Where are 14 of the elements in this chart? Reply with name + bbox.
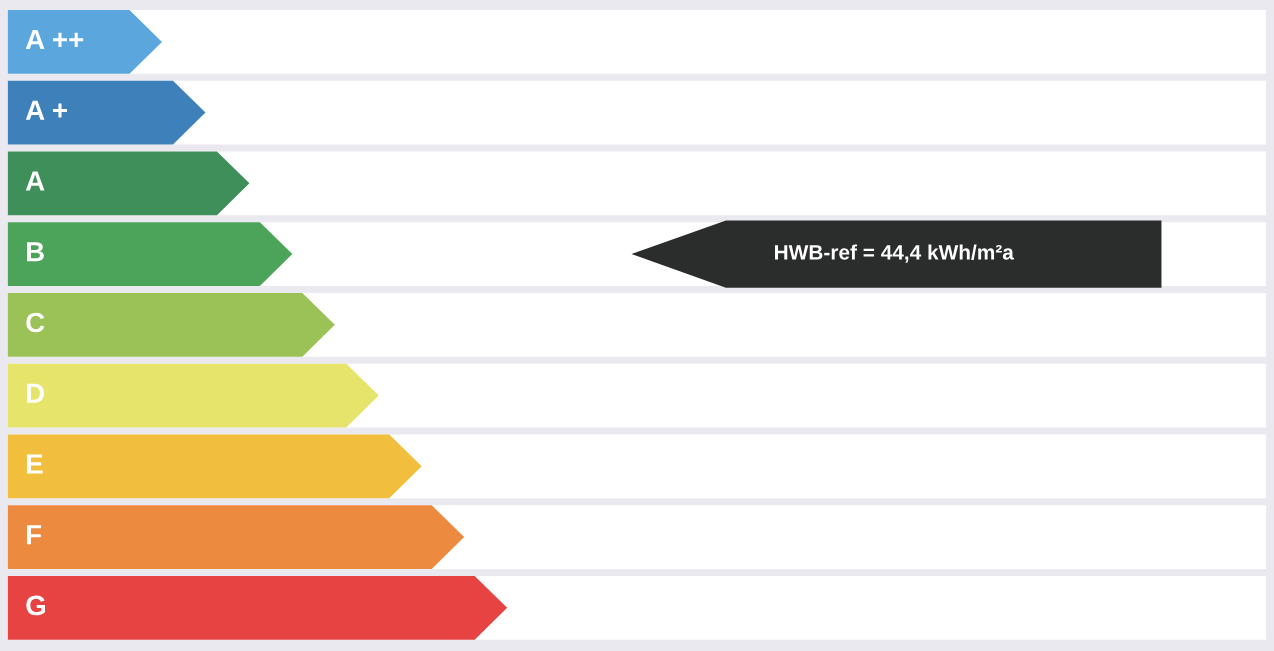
y-tick-label: A + bbox=[25, 100, 67, 120]
y-tick-label: D bbox=[26, 383, 45, 403]
y-tick-label: C bbox=[26, 312, 45, 333]
y-tick-label: A bbox=[25, 171, 45, 191]
y-tick-label: E bbox=[26, 454, 43, 474]
bar bbox=[7, 222, 293, 286]
y-tick-label: A ++ bbox=[25, 29, 84, 50]
y-tick-label: G bbox=[26, 595, 46, 616]
bar bbox=[7, 363, 379, 428]
y-tick-label: F bbox=[26, 525, 42, 545]
text: HWB-ref = 44,4 kWh/m²a bbox=[775, 244, 1014, 263]
bar bbox=[7, 434, 422, 499]
y-tick-label: B bbox=[26, 242, 44, 262]
bar bbox=[7, 151, 250, 216]
